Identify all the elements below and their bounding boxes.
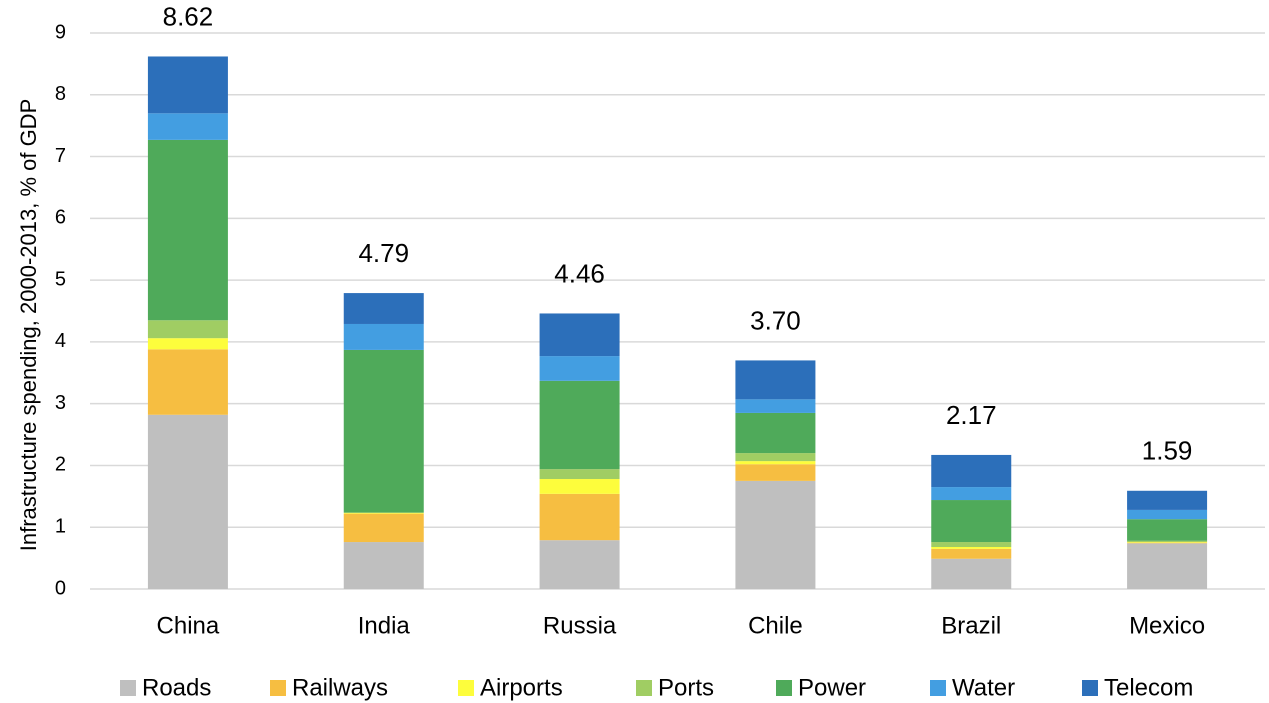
bar-segment <box>735 464 816 481</box>
x-tick-label: India <box>358 612 411 639</box>
bar-segment <box>1127 509 1208 520</box>
bar-segment <box>343 513 424 543</box>
legend-label: Ports <box>658 674 714 701</box>
x-tick-label: Brazil <box>941 612 1001 639</box>
legend-swatch <box>776 680 792 696</box>
bar-segment <box>1127 542 1208 543</box>
bar-segment <box>1127 543 1208 589</box>
bar-segment <box>147 56 228 114</box>
bar-segment <box>147 349 228 415</box>
y-tick-label: 0 <box>55 577 66 599</box>
bar-segment <box>735 412 816 454</box>
bar-segment <box>931 454 1012 488</box>
y-tick-label: 3 <box>55 392 66 414</box>
y-tick-label: 9 <box>55 21 66 43</box>
y-axis-label: Infrastructure spending, 2000-2013, % of… <box>16 99 41 551</box>
bar-segment <box>539 493 620 541</box>
legend-swatch <box>636 680 652 696</box>
legend-label: Water <box>952 674 1015 701</box>
bar-segment <box>1127 490 1208 510</box>
bar-segment <box>343 349 424 513</box>
total-label: 4.46 <box>554 258 605 288</box>
legend-swatch <box>930 680 946 696</box>
bar-segment <box>539 540 620 589</box>
bar-segment <box>343 323 424 350</box>
y-tick-label: 5 <box>55 268 66 290</box>
bar-segment <box>735 461 816 465</box>
bar-segment <box>343 513 424 514</box>
legend-swatch <box>1082 680 1098 696</box>
bar-segment <box>539 479 620 494</box>
bar-segment <box>735 399 816 413</box>
bar-segment <box>147 113 228 140</box>
bar-segment <box>539 380 620 470</box>
bar-segment <box>1127 540 1208 543</box>
y-tick-label: 2 <box>55 454 66 476</box>
bar-segment <box>735 453 816 462</box>
legend-label: Roads <box>142 674 211 701</box>
bar-segment <box>539 469 620 480</box>
bar-segment <box>343 542 424 589</box>
total-label: 8.62 <box>163 1 214 31</box>
legend-label: Airports <box>480 674 563 701</box>
legend-swatch <box>120 680 136 696</box>
total-label: 1.59 <box>1142 436 1193 466</box>
x-tick-label: Russia <box>543 612 617 639</box>
y-tick-label: 4 <box>55 330 66 352</box>
bar-segment <box>539 356 620 381</box>
bar-segment <box>343 293 424 324</box>
bar-segment <box>147 338 228 350</box>
y-tick-label: 8 <box>55 83 66 105</box>
x-tick-label: Chile <box>748 612 803 639</box>
x-tick-label: Mexico <box>1129 612 1205 639</box>
bar-segment <box>931 487 1012 501</box>
bar-segment <box>931 558 1012 589</box>
bar-segment <box>931 500 1012 543</box>
total-label: 4.79 <box>358 238 409 268</box>
bar-segment <box>539 313 620 357</box>
bar-segment <box>343 512 424 514</box>
legend-label: Power <box>798 674 866 701</box>
bar-segment <box>931 542 1012 547</box>
bar-segment <box>1127 519 1208 541</box>
y-tick-label: 1 <box>55 516 66 538</box>
bar-segment <box>147 139 228 321</box>
total-label: 2.17 <box>946 400 997 430</box>
total-label: 3.70 <box>750 305 801 335</box>
legend-label: Railways <box>292 674 388 701</box>
y-tick-label: 7 <box>55 145 66 167</box>
legend-label: Telecom <box>1104 674 1193 701</box>
y-tick-label: 6 <box>55 207 66 229</box>
bar-segment <box>147 320 228 339</box>
bar-segment <box>735 480 816 589</box>
x-tick-label: China <box>157 612 220 639</box>
bar-segment <box>931 548 1012 559</box>
bar-segment <box>735 360 816 400</box>
bar-segment <box>1127 542 1208 544</box>
legend-swatch <box>458 680 474 696</box>
bar-segment <box>931 546 1012 549</box>
legend-swatch <box>270 680 286 696</box>
bar-segment <box>147 414 228 589</box>
